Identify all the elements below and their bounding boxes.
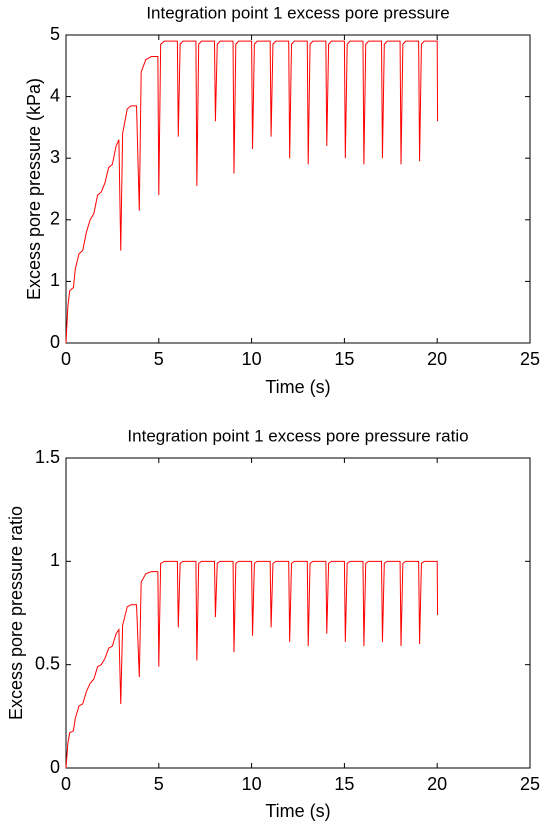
x-tick-label: 15: [334, 774, 354, 794]
y-axis-label: Excess pore pressure ratio: [6, 506, 26, 720]
x-tick-label: 0: [61, 774, 71, 794]
x-tick-label: 25: [520, 349, 540, 369]
y-tick-label: 1: [50, 550, 60, 570]
x-tick-label: 0: [61, 349, 71, 369]
y-tick-label: 1.5: [35, 447, 60, 467]
x-tick-label: 20: [427, 349, 447, 369]
y-tick-label: 2: [50, 209, 60, 229]
axes-box: [65, 457, 531, 769]
x-tick-label: 10: [242, 349, 262, 369]
y-tick-label: 5: [50, 24, 60, 44]
y-axis-label: Excess pore pressure (kPa): [24, 78, 44, 300]
x-axis-label: Time (s): [265, 377, 330, 397]
y-tick-label: 0: [50, 757, 60, 777]
y-tick-label: 0.5: [35, 653, 60, 673]
axes-box: [65, 34, 531, 344]
data-line: [65, 40, 439, 344]
chart-title: Integration point 1 excess pore pressure: [146, 3, 449, 22]
y-tick-label: 0: [50, 332, 60, 352]
x-tick-label: 20: [427, 774, 447, 794]
x-tick-label: 10: [242, 774, 262, 794]
x-tick-label: 5: [154, 349, 164, 369]
x-tick-label: 5: [154, 774, 164, 794]
x-tick-label: 15: [334, 349, 354, 369]
data-line: [65, 560, 439, 769]
x-axis-label: Time (s): [265, 801, 330, 821]
y-tick-label: 3: [50, 147, 60, 167]
y-tick-label: 1: [50, 270, 60, 290]
y-tick-label: 4: [50, 85, 60, 105]
x-tick-label: 25: [520, 774, 540, 794]
chart-title: Integration point 1 excess pore pressure…: [127, 426, 468, 445]
